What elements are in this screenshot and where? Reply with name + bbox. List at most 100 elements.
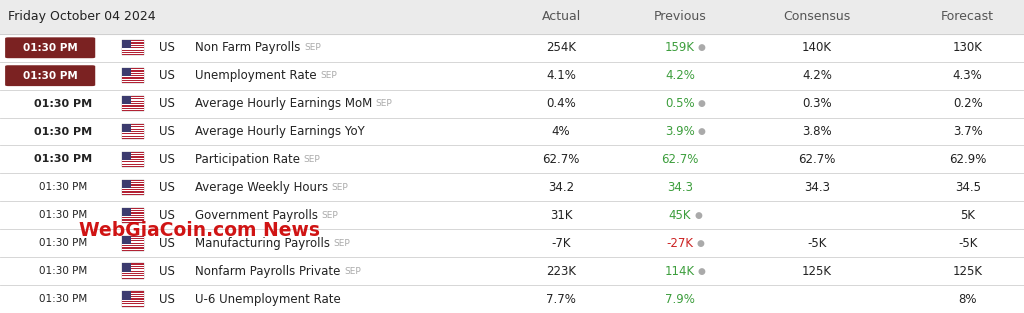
Bar [122, 166, 144, 167]
Bar [122, 264, 144, 279]
Bar [122, 216, 144, 217]
FancyBboxPatch shape [5, 37, 95, 58]
Text: SEP: SEP [344, 267, 360, 276]
Bar [122, 77, 144, 79]
Bar [122, 182, 144, 183]
Bar [122, 73, 144, 74]
Bar [122, 237, 144, 238]
Bar [122, 299, 144, 300]
Text: Average Hourly Earnings MoM: Average Hourly Earnings MoM [195, 97, 372, 110]
Bar [122, 291, 144, 293]
Bar [122, 137, 144, 138]
Bar [122, 250, 144, 251]
Bar [122, 72, 144, 73]
Bar [122, 208, 144, 209]
Bar [122, 70, 144, 72]
Bar [122, 152, 144, 167]
Text: US: US [159, 264, 175, 278]
Bar [122, 269, 144, 270]
Bar [122, 240, 144, 241]
Text: Actual: Actual [542, 10, 581, 23]
Bar [122, 304, 144, 305]
Bar [122, 53, 144, 54]
Text: US: US [159, 293, 175, 305]
Bar [122, 81, 144, 82]
Bar [122, 291, 144, 307]
Text: U-6 Unemployment Rate: U-6 Unemployment Rate [195, 293, 340, 305]
Text: SEP: SEP [376, 99, 392, 108]
Bar [122, 211, 144, 212]
Bar [122, 303, 144, 304]
Bar [122, 40, 131, 48]
Text: -5K: -5K [808, 237, 826, 250]
Text: US: US [159, 69, 175, 82]
Bar [122, 46, 144, 47]
Text: ●: ● [697, 99, 706, 108]
Bar [122, 138, 144, 139]
Bar [122, 194, 144, 195]
Bar [122, 212, 144, 213]
Bar [122, 155, 144, 156]
Bar [122, 68, 131, 76]
Bar [0, 285, 1024, 313]
Bar [122, 186, 144, 187]
Bar [122, 160, 144, 161]
Bar [122, 239, 144, 240]
Text: Participation Rate: Participation Rate [195, 153, 300, 166]
Bar [122, 162, 144, 164]
Bar [122, 209, 144, 210]
Text: Forecast: Forecast [941, 10, 994, 23]
Bar [122, 51, 144, 52]
Text: -5K: -5K [958, 237, 977, 250]
Bar [122, 217, 144, 218]
Bar [122, 274, 144, 275]
Text: 62.7%: 62.7% [543, 153, 580, 166]
Bar [0, 0, 1024, 34]
Text: 01:30 PM: 01:30 PM [39, 182, 88, 192]
Text: 62.7%: 62.7% [662, 153, 698, 166]
Text: 4.1%: 4.1% [546, 69, 577, 82]
Text: 0.5%: 0.5% [666, 97, 694, 110]
Text: 45K: 45K [669, 209, 691, 222]
Bar [122, 154, 144, 155]
Bar [122, 222, 144, 223]
Text: 01:30 PM: 01:30 PM [23, 43, 78, 53]
Bar [122, 235, 144, 237]
Text: 114K: 114K [665, 264, 695, 278]
Text: US: US [159, 125, 175, 138]
Text: -7K: -7K [551, 237, 571, 250]
Bar [122, 165, 144, 166]
Text: 125K: 125K [802, 264, 833, 278]
Bar [122, 102, 144, 103]
Bar [122, 104, 144, 105]
Bar [122, 180, 144, 195]
Text: 01:30 PM: 01:30 PM [35, 154, 92, 164]
Bar [0, 173, 1024, 201]
Bar [122, 215, 144, 216]
Text: 34.3: 34.3 [667, 181, 693, 194]
Bar [122, 272, 144, 273]
Bar [122, 243, 144, 244]
Text: 01:30 PM: 01:30 PM [39, 238, 88, 248]
Text: Average Hourly Earnings YoY: Average Hourly Earnings YoY [195, 125, 365, 138]
Bar [122, 97, 144, 98]
Bar [122, 249, 144, 250]
Text: 31K: 31K [550, 209, 572, 222]
Bar [122, 74, 144, 75]
Bar [122, 101, 144, 102]
Bar [122, 136, 144, 137]
Text: 34.2: 34.2 [548, 181, 574, 194]
Text: US: US [159, 181, 175, 194]
Bar [122, 244, 144, 245]
Bar [122, 293, 144, 294]
Text: 254K: 254K [546, 41, 577, 54]
Text: Consensus: Consensus [783, 10, 851, 23]
Bar [122, 305, 144, 307]
Bar [122, 219, 144, 221]
Text: US: US [159, 209, 175, 222]
Text: -27K: -27K [667, 237, 693, 250]
Bar [122, 273, 144, 274]
Bar [122, 246, 144, 247]
Text: Average Weekly Hours: Average Weekly Hours [195, 181, 328, 194]
Text: 0.3%: 0.3% [803, 97, 831, 110]
